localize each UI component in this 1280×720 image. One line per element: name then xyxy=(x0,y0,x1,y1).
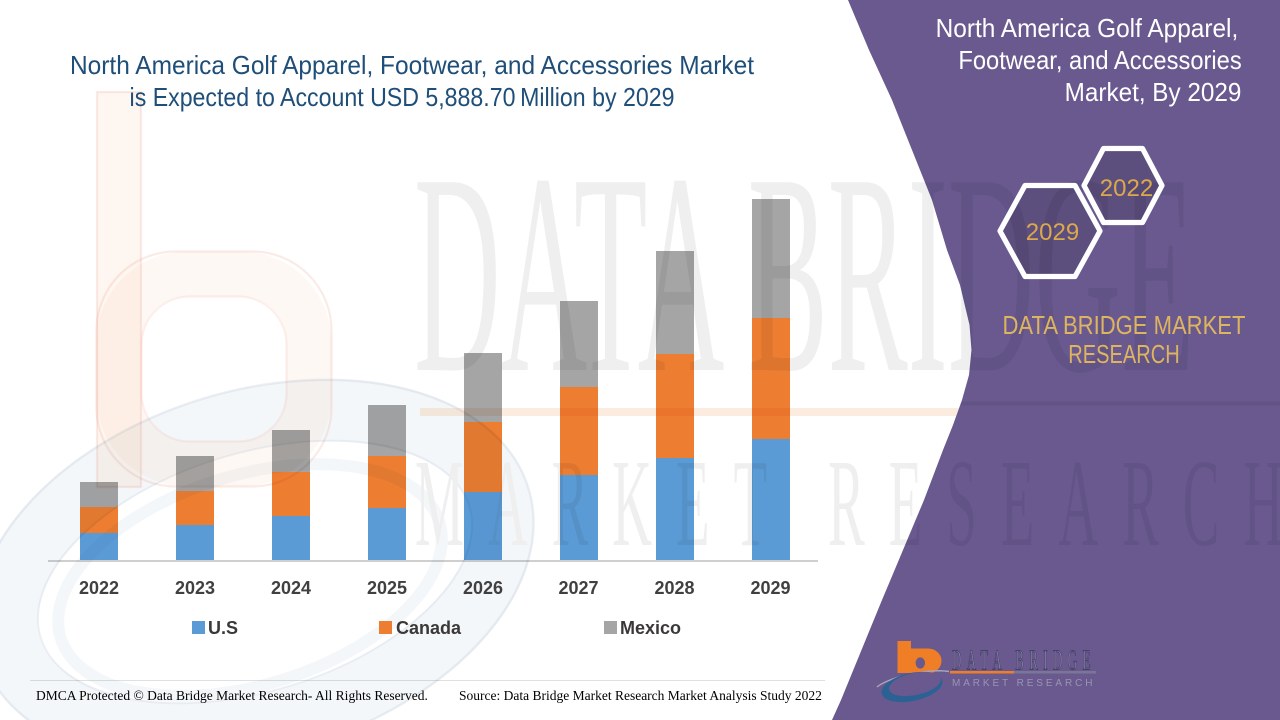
svg-text:MARKET RESEARCH: MARKET RESEARCH xyxy=(415,434,1280,573)
svg-text:DATA BRIDGE: DATA BRIDGE xyxy=(952,644,1096,676)
svg-text:MARKET RESEARCH: MARKET RESEARCH xyxy=(952,678,1095,689)
